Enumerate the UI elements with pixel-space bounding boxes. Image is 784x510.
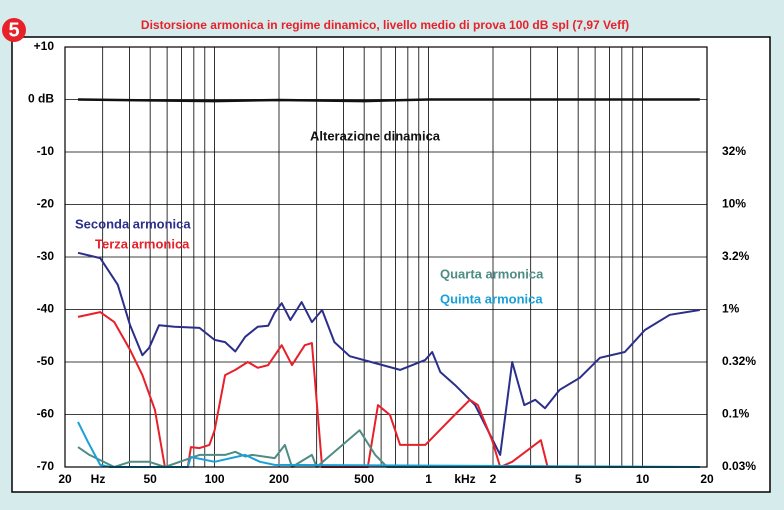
x-tick-label: 200 xyxy=(269,472,289,486)
plot-border xyxy=(64,46,708,468)
series-line xyxy=(77,98,700,103)
badge-number: 5 xyxy=(8,19,19,41)
x-tick-label: 50 xyxy=(143,472,157,486)
y-tick-label: -30 xyxy=(37,249,55,263)
unit-label: Hz xyxy=(91,472,106,486)
series-line xyxy=(77,311,698,468)
series-label: Quinta armonica xyxy=(440,291,543,306)
y-tick-label: 0 dB xyxy=(28,92,54,106)
x-tick-label: 500 xyxy=(354,472,374,486)
plot-frame xyxy=(11,36,771,493)
y2-tick-label: 0.1% xyxy=(722,407,750,421)
series-label: Seconda armonica xyxy=(75,216,191,231)
y-tick-label: -60 xyxy=(37,407,55,421)
x-tick-label: 2 xyxy=(490,472,497,486)
y2-tick-label: 3.2% xyxy=(722,249,750,263)
y-tick-label: -40 xyxy=(37,302,55,316)
series-label: Alterazione dinamica xyxy=(310,128,441,143)
x-tick-label: 5 xyxy=(575,472,582,486)
x-tick-label: 20 xyxy=(58,472,72,486)
y2-tick-label: 0.32% xyxy=(722,354,756,368)
y2-tick-label: 10% xyxy=(722,197,746,211)
series-label: Terza armonica xyxy=(95,236,190,251)
y-tick-label: -70 xyxy=(37,459,55,473)
series-line xyxy=(77,421,700,468)
x-tick-label: 1 xyxy=(425,472,432,486)
x-tick-label: 10 xyxy=(636,472,650,486)
unit-label: kHz xyxy=(454,472,475,486)
y2-tick-label: 1% xyxy=(722,302,740,316)
y2-tick-label: 32% xyxy=(722,144,746,158)
chart-title: Distorsione armonica in regime dinamico,… xyxy=(141,18,629,32)
y-tick-label: +10 xyxy=(34,39,55,53)
x-tick-label: 20 xyxy=(700,472,714,486)
series-line xyxy=(77,251,700,456)
y2-tick-label: 0.03% xyxy=(722,459,756,473)
y-tick-label: -50 xyxy=(37,354,55,368)
badge xyxy=(2,18,26,42)
y-tick-label: -10 xyxy=(37,144,55,158)
y-tick-label: -20 xyxy=(37,197,55,211)
x-tick-label: 100 xyxy=(205,472,225,486)
series-label: Quarta armonica xyxy=(440,266,544,281)
